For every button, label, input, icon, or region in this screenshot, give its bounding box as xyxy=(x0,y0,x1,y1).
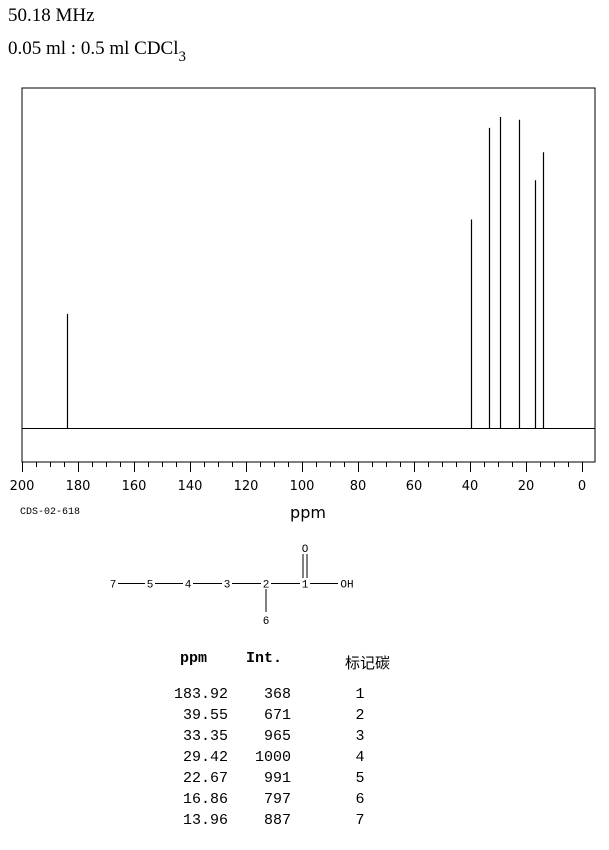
cell-label: 5 xyxy=(355,770,365,787)
atom-6: 6 xyxy=(263,616,270,628)
tick-label-20: 20 xyxy=(518,479,535,494)
cell-ppm: 183.92 xyxy=(173,686,228,703)
x-axis-label: ppm xyxy=(290,503,326,522)
table-row: 39.55 671 2 xyxy=(0,707,400,728)
table-header-int: Int. xyxy=(246,650,283,667)
cell-int: 991 xyxy=(263,770,291,787)
cell-ppm: 22.67 xyxy=(182,770,228,787)
cell-label: 4 xyxy=(355,749,365,766)
plot-frame xyxy=(21,87,596,463)
x-axis-tick-labels: 200 180 160 140 120 100 80 60 40 20 0 xyxy=(10,479,587,494)
tick-label-140: 140 xyxy=(178,479,203,494)
cell-int: 368 xyxy=(263,686,291,703)
table-row: 33.35 965 3 xyxy=(0,728,400,749)
bonds xyxy=(118,554,338,612)
cell-ppm: 29.42 xyxy=(182,749,228,766)
solvent-subscript: 3 xyxy=(178,49,187,65)
cell-int: 965 xyxy=(263,728,291,745)
nmr-spectrum-chart: 200 180 160 140 120 100 80 60 40 20 0 ppm xyxy=(10,87,596,522)
table-row: 16.86 797 6 xyxy=(0,791,400,812)
table-row: 183.92 368 1 xyxy=(0,686,400,707)
solvent-text: 0.05 ml : 0.5 ml CDCl xyxy=(8,38,179,59)
atom-1: 1 xyxy=(302,580,309,592)
tick-label-200: 200 xyxy=(10,479,35,494)
frequency-label: 50.18 MHz xyxy=(8,5,95,26)
cell-ppm: 33.35 xyxy=(182,728,228,745)
table-row: 22.67 991 5 xyxy=(0,770,400,791)
cell-ppm: 13.96 xyxy=(182,812,228,829)
cell-ppm: 16.86 xyxy=(182,791,228,808)
tick-label-40: 40 xyxy=(462,479,479,494)
table-row: 13.96 887 7 xyxy=(0,812,400,833)
cell-label: 3 xyxy=(355,728,365,745)
cell-label: 1 xyxy=(355,686,365,703)
table-header-ppm: ppm xyxy=(180,650,208,667)
cell-int: 1000 xyxy=(254,749,291,766)
tick-label-120: 120 xyxy=(234,479,259,494)
cell-int: 671 xyxy=(263,707,291,724)
tick-label-0: 0 xyxy=(578,479,586,494)
tick-label-100: 100 xyxy=(290,479,315,494)
tick-label-160: 160 xyxy=(122,479,147,494)
cell-label: 2 xyxy=(355,707,365,724)
atom-labels: 7 5 4 3 2 1 OH O 6 xyxy=(110,544,354,628)
atom-2: 2 xyxy=(263,580,270,592)
tick-label-60: 60 xyxy=(406,479,423,494)
cell-int: 797 xyxy=(263,791,291,808)
table-row: 29.42 1000 4 xyxy=(0,749,400,770)
cell-label: 7 xyxy=(355,812,365,829)
atom-7: 7 xyxy=(110,580,117,592)
spectrum-code: CDS-02-618 xyxy=(20,507,81,518)
cell-label: 6 xyxy=(355,791,365,808)
x-axis-ticks xyxy=(22,462,583,472)
table-header-label: 标记碳 xyxy=(345,654,391,672)
tick-label-180: 180 xyxy=(66,479,91,494)
solvent-label: 0.05 ml : 0.5 ml CDCl3 xyxy=(8,38,186,66)
cell-ppm: 39.55 xyxy=(182,707,228,724)
atom-oh: OH xyxy=(340,580,353,592)
cell-int: 887 xyxy=(263,812,291,829)
molecule-structure: 7 5 4 3 2 1 OH O 6 xyxy=(110,544,354,628)
tick-label-80: 80 xyxy=(350,479,367,494)
atom-4: 4 xyxy=(185,580,192,592)
atom-5: 5 xyxy=(147,580,154,592)
peaks-group xyxy=(66,117,545,429)
atom-3: 3 xyxy=(224,580,231,592)
atom-o: O xyxy=(302,544,309,556)
